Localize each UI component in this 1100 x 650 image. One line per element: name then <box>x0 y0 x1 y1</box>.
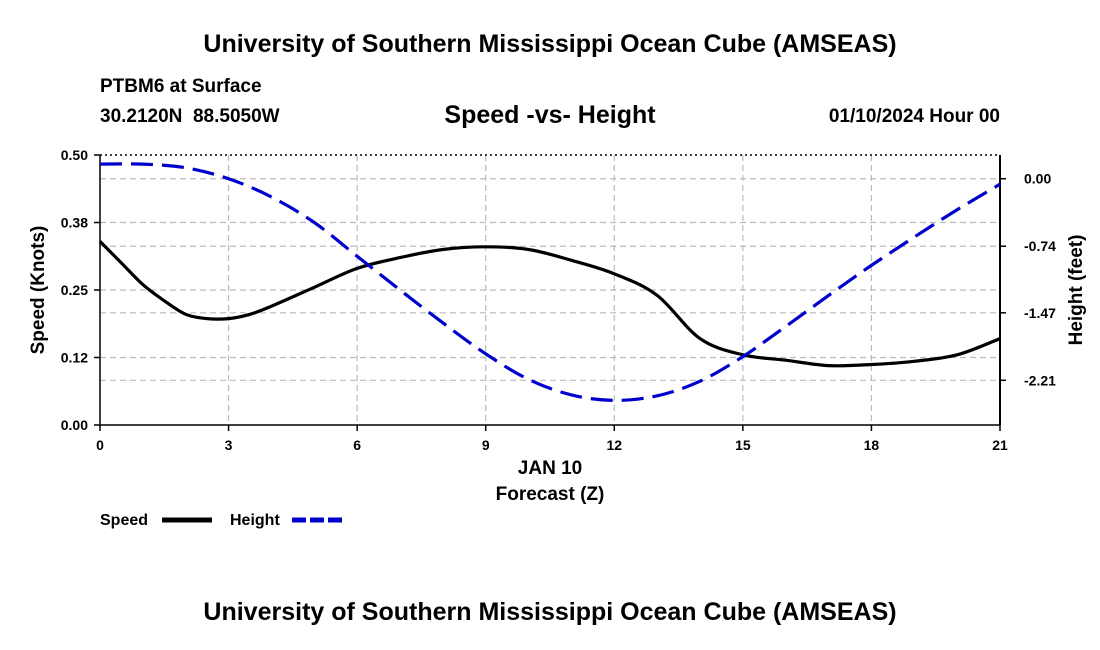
x-tick-label: 6 <box>353 437 361 453</box>
x-tick-label: 21 <box>992 437 1008 453</box>
right-axis-label: Height (feet) <box>1066 235 1087 346</box>
top-title: University of Southern Mississippi Ocean… <box>203 30 897 58</box>
left-tick-label: 0.38 <box>61 215 88 231</box>
legend-height-label: Height <box>230 512 280 529</box>
x-axis-date-label: JAN 10 <box>518 458 582 479</box>
left-tick-label: 0.50 <box>61 147 88 163</box>
date-label: 01/10/2024 Hour 00 <box>828 106 1000 127</box>
left-tick-label: 0.12 <box>61 350 88 366</box>
x-tick-label: 18 <box>864 437 880 453</box>
series-line-speed <box>98 240 1001 368</box>
grid-lines <box>100 155 1000 425</box>
x-tick-label: 9 <box>482 437 490 453</box>
series-lines <box>98 162 1001 402</box>
series-line-height <box>99 162 1001 402</box>
x-tick-label: 15 <box>735 437 751 453</box>
station-label: PTBM6 at Surface <box>100 76 262 97</box>
right-tick-label: 0.00 <box>1024 171 1051 187</box>
x-tick-label: 0 <box>96 437 104 453</box>
x-tick-label: 12 <box>606 437 622 453</box>
axis-ticks: 0 3 6 9 12 15 18 21 0.00 0.12 0.25 0.38 0.50 0.00 -0.7… <box>61 147 1056 453</box>
x-axis-label: Forecast (Z) <box>496 484 605 505</box>
left-tick-label: 0.00 <box>61 417 88 433</box>
left-axis-label: Speed (Knots) <box>28 226 49 355</box>
right-tick-label: -2.21 <box>1024 372 1056 388</box>
left-tick-label: 0.25 <box>61 282 88 298</box>
bottom-title: University of Southern Mississippi Ocean… <box>203 598 897 626</box>
legend-speed-label: Speed <box>100 512 148 529</box>
chart-title: Speed -vs- Height <box>444 101 656 129</box>
right-tick-label: -1.47 <box>1024 305 1056 321</box>
right-tick-label: -0.74 <box>1024 238 1056 254</box>
x-tick-label: 3 <box>225 437 233 453</box>
coordinates-label: 30.2120N 88.5050W <box>100 106 280 127</box>
legend: Speed Height <box>100 512 342 529</box>
